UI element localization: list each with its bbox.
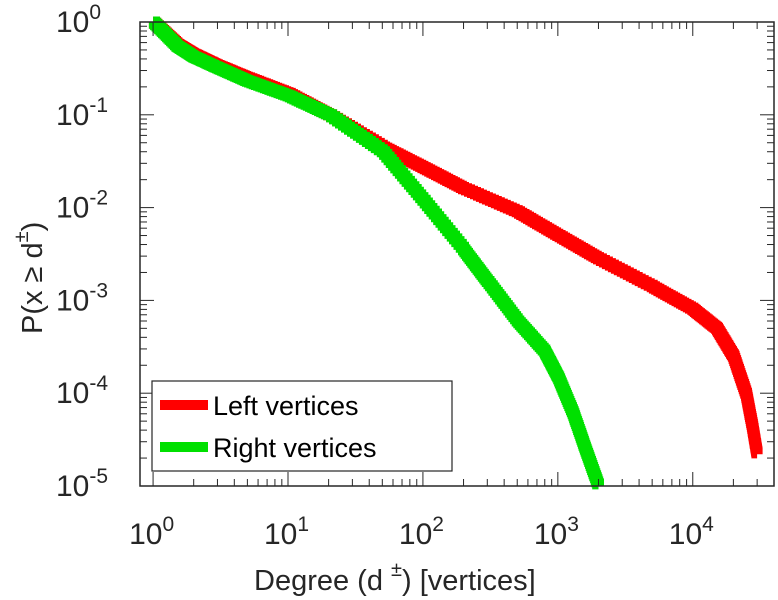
label-layer: 100 101 102 103 104 100 10-1 10-2 10-3 10-4 10-5 [56,1,714,551]
y-tick-label: 10-3 [56,279,108,317]
y-tick-label: 100 [56,1,101,39]
legend-label-right-vertices: Right vertices [213,433,377,463]
legend-box [151,380,453,472]
y-tick-label: 10-5 [56,465,108,503]
series-line-right-vertices [148,16,604,490]
plot-frame [139,21,775,487]
x-tick-label: 103 [534,513,579,551]
tick-layer [140,21,775,487]
y-tick-label: 10-2 [56,187,108,225]
x-axis-label: Degree (d ±) [vertices] [254,559,536,597]
x-tick-label: 104 [669,513,714,551]
x-tick-label: 102 [399,513,444,551]
legend-label-left-vertices: Left vertices [213,391,359,421]
series-layer [148,16,763,490]
y-axis-label: P(x ≥ d±) [11,222,49,334]
y-tick-label: 10-4 [56,372,108,410]
y-tick-label: 10-1 [56,94,108,132]
x-tick-label: 100 [129,513,174,551]
legend: Left vertices Right vertices [151,380,453,472]
x-tick-label: 101 [264,513,309,551]
